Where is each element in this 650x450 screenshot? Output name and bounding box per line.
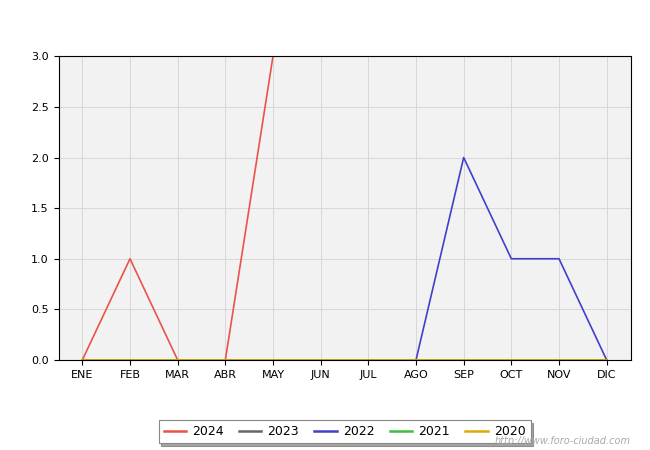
Text: Matriculaciones de Vehiculos en Las Cuerlas: Matriculaciones de Vehiculos en Las Cuer… [141, 14, 509, 33]
Legend: 2024, 2023, 2022, 2021, 2020: 2024, 2023, 2022, 2021, 2020 [159, 420, 530, 443]
Text: http://www.foro-ciudad.com: http://www.foro-ciudad.com [495, 436, 630, 446]
